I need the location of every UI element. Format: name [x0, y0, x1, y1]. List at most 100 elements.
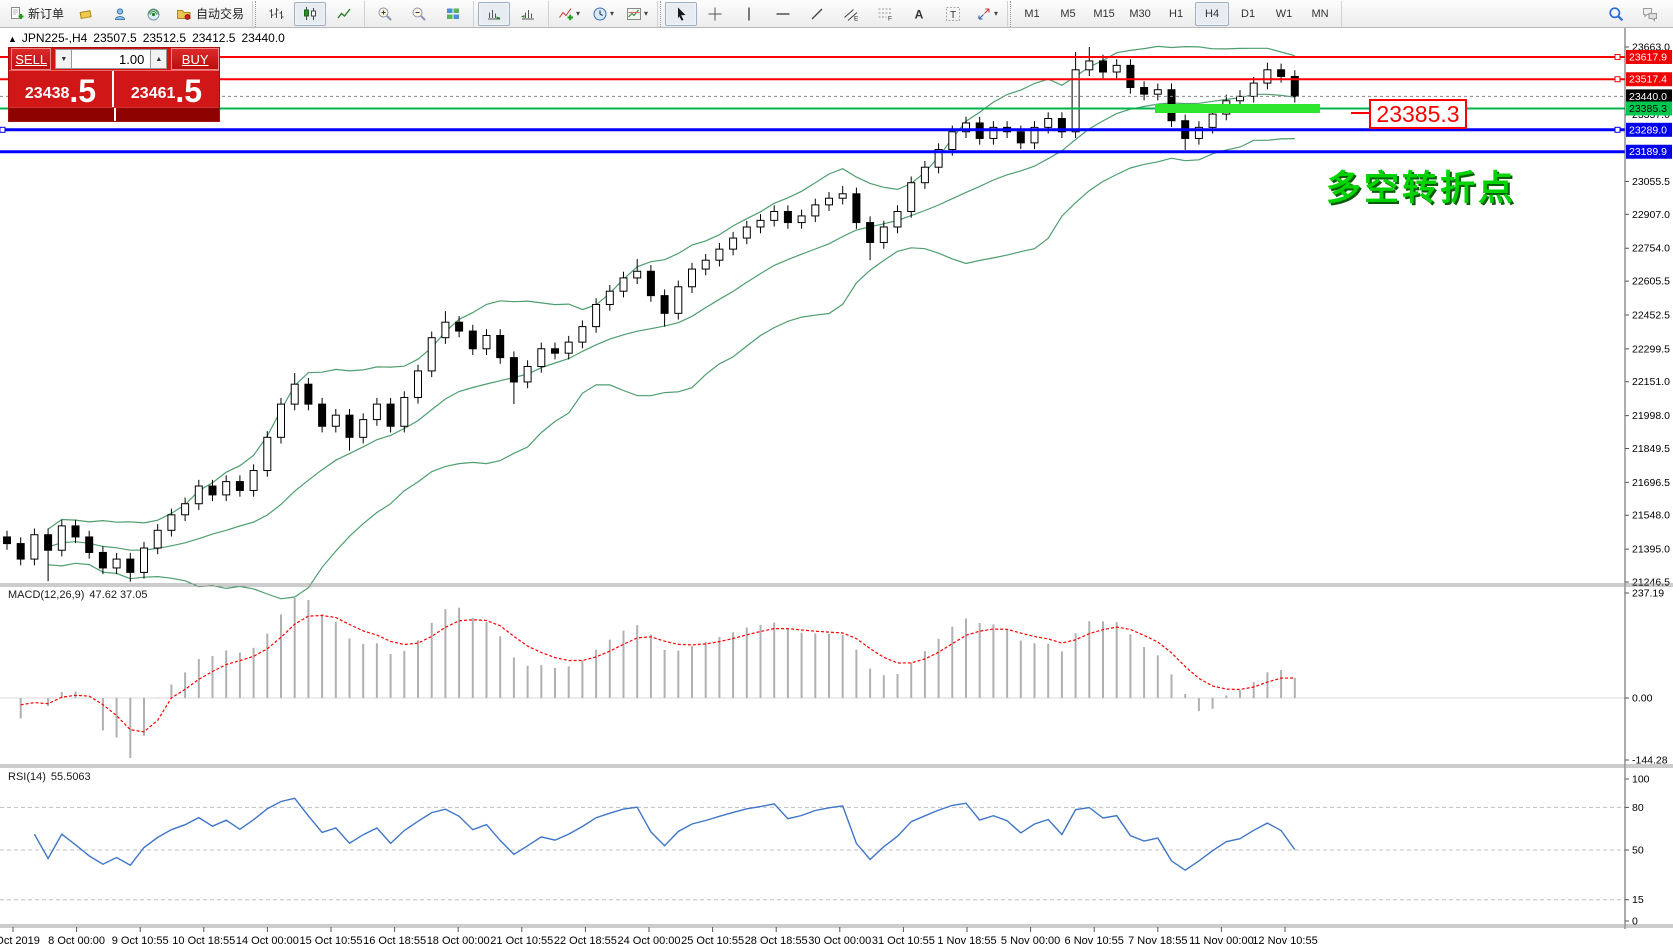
support-line-1-anchor[interactable]	[1614, 126, 1621, 133]
svg-text:21849.5: 21849.5	[1632, 443, 1670, 455]
toolbar-group: E F A T ▾	[660, 0, 1009, 27]
zoom-in-button[interactable]	[369, 2, 401, 26]
volume-input[interactable]	[72, 49, 151, 69]
timeframe-m30-button[interactable]: M30	[1129, 7, 1151, 20]
zoom-out-button[interactable]	[403, 2, 435, 26]
virtual-hosting-button[interactable]	[104, 2, 136, 26]
resistance-line-1-anchor[interactable]	[1614, 53, 1621, 60]
ohlc-close: 23440.0	[241, 31, 285, 45]
toolbar-group	[255, 0, 366, 27]
bar-chart-button[interactable]	[260, 2, 292, 26]
buy-price-pip: .5	[175, 72, 203, 109]
equidistant-channel-button[interactable]: E	[835, 2, 867, 26]
volume-decrease-button[interactable]: ▼	[55, 49, 73, 69]
chart-shift-button[interactable]	[512, 2, 544, 26]
sell-price[interactable]: 23438.5	[9, 71, 114, 107]
metaeditor-button[interactable]	[70, 2, 102, 26]
signals-icon	[147, 8, 160, 20]
svg-text:25 Oct 10:55: 25 Oct 10:55	[681, 935, 744, 947]
svg-text:22299.5: 22299.5	[1632, 343, 1670, 355]
panel-splitter[interactable]	[0, 764, 1673, 768]
dropdown-arrow-icon[interactable]: ▾	[610, 9, 615, 18]
trendline-button[interactable]	[801, 2, 833, 26]
horizontal-level-lines[interactable]	[0, 53, 1625, 154]
search-icon	[1609, 6, 1624, 21]
dropdown-arrow-icon[interactable]: ▾	[994, 9, 999, 18]
timeframe-h1-button[interactable]: H1	[1169, 7, 1184, 20]
dropdown-arrow-icon[interactable]: ▾	[644, 9, 649, 18]
cursor-icon	[678, 7, 686, 21]
resistance-line-2-anchor[interactable]	[1614, 76, 1621, 83]
buy-price-base: 23461	[130, 85, 176, 102]
linechart-icon	[337, 8, 351, 18]
auto-scroll-button[interactable]	[478, 1, 511, 26]
timeframe-mn-button[interactable]: MN	[1311, 7, 1329, 20]
new-order-icon	[11, 6, 24, 19]
symbol-info-bar: ▲ JPN225-,H4 23507.5 23512.5 23412.5 23440.0	[8, 31, 291, 45]
vline-icon	[748, 7, 750, 20]
line-chart-button[interactable]	[328, 2, 360, 26]
timeframe-w1-button[interactable]: W1	[1275, 7, 1293, 20]
trend-icon	[811, 8, 823, 19]
pivot-annotation-text[interactable]: 多空转折点	[1326, 169, 1517, 208]
buy-price[interactable]: 23461.5	[114, 71, 219, 107]
price-axis-background	[1625, 28, 1673, 951]
crosshair-button[interactable]	[699, 2, 731, 26]
fibonacci-button[interactable]: F	[869, 2, 901, 26]
collapse-triangle-icon[interactable]: ▲	[8, 34, 17, 44]
timeframe-m1-button[interactable]: M1	[1024, 7, 1040, 20]
arrows-button[interactable]: ▾	[971, 2, 1003, 26]
candlestick-chart-button[interactable]	[294, 1, 327, 26]
tiles-icon	[447, 8, 460, 19]
svg-text:T: T	[950, 10, 956, 21]
indicators-icon	[559, 7, 574, 20]
pivot-line-axis-tag	[1626, 101, 1672, 116]
svg-text:30 Oct 00:00: 30 Oct 00:00	[808, 935, 871, 947]
volume-increase-button[interactable]: ▲	[150, 49, 168, 69]
chat-button[interactable]	[1634, 2, 1666, 26]
svg-text:1 Nov 18:55: 1 Nov 18:55	[937, 935, 996, 947]
bars-icon	[269, 7, 284, 19]
cursor-button[interactable]	[665, 1, 698, 26]
panel-splitter[interactable]	[0, 583, 1673, 587]
support-line-1-anchor[interactable]	[0, 126, 6, 133]
dropdown-arrow-icon[interactable]: ▾	[576, 9, 581, 18]
macd-name: MACD(12,26,9)	[8, 589, 85, 601]
tile-windows-button[interactable]	[437, 2, 469, 26]
indicators-button[interactable]: ▾	[553, 2, 585, 26]
buy-button[interactable]: BUY	[171, 48, 219, 70]
autotrading-button[interactable]: 自动交易	[172, 2, 248, 26]
price-axis[interactable]: 23663.023357.023055.522907.022754.022605…	[1624, 28, 1672, 929]
timeframe-m5-button[interactable]: M5	[1060, 7, 1076, 20]
ohlc-low: 23412.5	[192, 31, 236, 45]
panel-splitter[interactable]	[0, 924, 1673, 928]
resistance-line-2-axis-tag	[1626, 72, 1672, 87]
svg-text:12 Nov 10:55: 12 Nov 10:55	[1252, 935, 1317, 947]
svg-text:F: F	[888, 15, 892, 22]
horizontal-line-button[interactable]	[767, 2, 799, 26]
timeframe-d1-button[interactable]: D1	[1241, 7, 1256, 20]
svg-text:23617.9: 23617.9	[1629, 51, 1667, 63]
rsi-panel	[0, 797, 1625, 901]
macd-signal-line	[20, 614, 1295, 733]
rsi-indicator-label: RSI(14) 55.5063	[8, 771, 91, 783]
templates-button[interactable]: ▾	[621, 2, 653, 26]
svg-text:21395.0: 21395.0	[1632, 544, 1670, 556]
timeframe-h4-button[interactable]: H4	[1195, 1, 1230, 26]
text-label-button[interactable]: T	[937, 2, 969, 26]
vertical-line-button[interactable]	[733, 2, 765, 26]
search-button[interactable]	[1600, 2, 1632, 26]
sell-button[interactable]: SELL	[11, 48, 52, 70]
rsi-name: RSI(14)	[8, 771, 46, 783]
price-callout-box[interactable]: 23385.3	[1369, 99, 1467, 129]
template-icon	[627, 7, 642, 20]
sell-price-pip: .5	[69, 72, 97, 109]
periods-button[interactable]: ▾	[587, 2, 619, 26]
timeframe-m15-button[interactable]: M15	[1093, 7, 1115, 20]
hline-icon	[776, 12, 790, 15]
signals-button[interactable]	[138, 2, 170, 26]
text-button[interactable]: A	[903, 2, 935, 26]
new-order-button[interactable]: 新订单	[4, 2, 68, 26]
